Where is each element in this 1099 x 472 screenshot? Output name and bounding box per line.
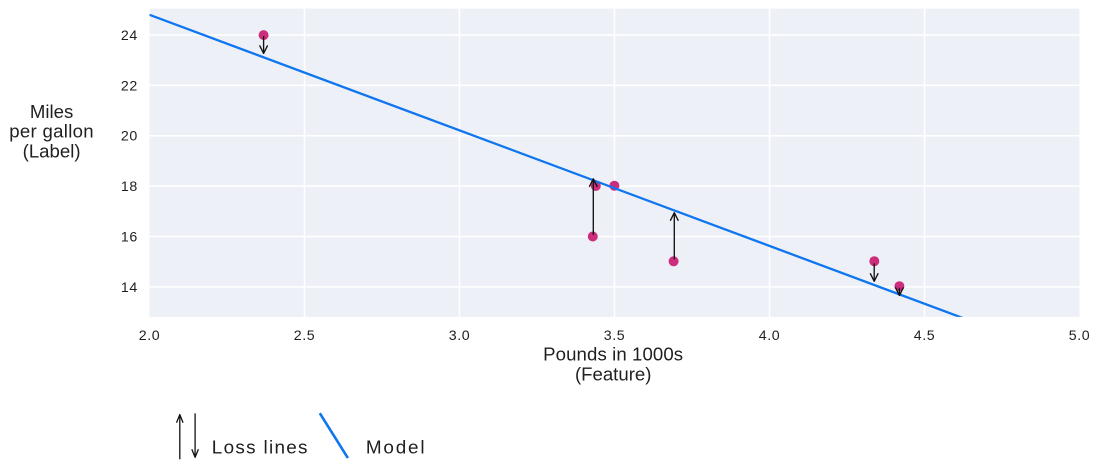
svg-text:5.0: 5.0 — [1069, 328, 1091, 344]
svg-text:4.0: 4.0 — [759, 328, 781, 344]
svg-text:16: 16 — [121, 229, 138, 245]
svg-text:3.0: 3.0 — [449, 328, 471, 344]
svg-text:Miles: Miles — [30, 101, 73, 122]
svg-text:2.5: 2.5 — [294, 328, 316, 344]
svg-text:2.0: 2.0 — [139, 328, 161, 344]
svg-text:Loss lines: Loss lines — [212, 437, 309, 458]
svg-text:Pounds in 1000s: Pounds in 1000s — [543, 343, 683, 364]
svg-text:14: 14 — [121, 280, 138, 296]
svg-text:22: 22 — [121, 78, 138, 94]
svg-text:24: 24 — [121, 28, 138, 44]
svg-text:Model: Model — [366, 437, 426, 458]
svg-text:(Feature): (Feature) — [575, 363, 651, 384]
svg-text:18: 18 — [121, 179, 138, 195]
svg-text:per gallon: per gallon — [9, 121, 94, 142]
svg-text:20: 20 — [121, 129, 138, 145]
svg-text:4.5: 4.5 — [914, 328, 936, 344]
svg-text:3.5: 3.5 — [604, 328, 626, 344]
svg-text:(Label): (Label) — [23, 140, 81, 161]
